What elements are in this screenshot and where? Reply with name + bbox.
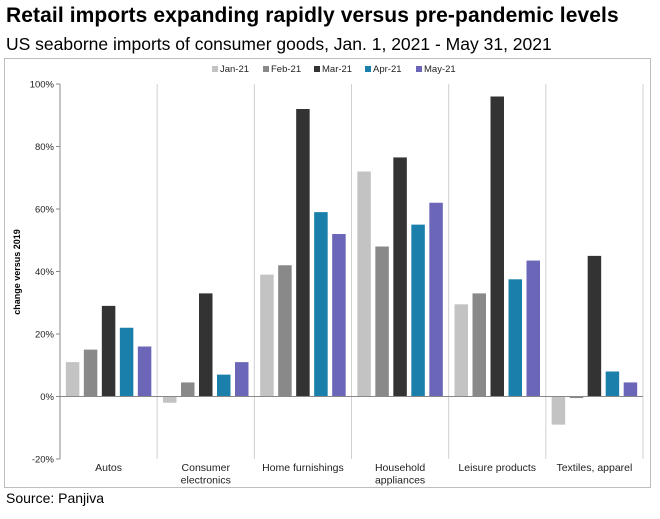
legend-label: Apr-21 xyxy=(373,64,402,75)
chart-title: Retail imports expanding rapidly versus … xyxy=(6,4,619,27)
legend-label: Jan-21 xyxy=(220,64,249,75)
legend-swatch xyxy=(365,66,371,72)
bar xyxy=(217,374,231,397)
y-axis-label: change versus 2019 xyxy=(12,229,22,315)
bar xyxy=(472,293,486,397)
bar xyxy=(587,255,602,397)
bar xyxy=(65,362,80,397)
legend-swatch xyxy=(314,66,320,72)
y-axis: -20% 0% 20% 40% 60% 80% 100% xyxy=(30,80,61,466)
category-label: Home furnishings xyxy=(262,462,344,474)
bar xyxy=(235,362,249,397)
category-label: Textiles, apparel xyxy=(556,462,632,474)
bar xyxy=(314,212,328,397)
bar xyxy=(199,293,213,397)
bar xyxy=(83,349,98,397)
legend-label: Feb-21 xyxy=(271,64,301,75)
bar xyxy=(119,327,134,397)
category-label: Leisure products xyxy=(458,462,536,474)
bar xyxy=(454,304,468,397)
bar xyxy=(569,396,584,399)
category-label: Autos xyxy=(95,462,122,474)
legend-label: Mar-21 xyxy=(322,64,352,75)
bar xyxy=(605,371,620,397)
chart-subtitle: US seaborne imports of consumer goods, J… xyxy=(6,34,552,54)
source-note: Source: Panjiva xyxy=(6,490,105,506)
legend: Jan-21 Feb-21 Mar-21 Apr-21 May-21 xyxy=(212,64,456,75)
bar xyxy=(623,382,638,397)
category-label: Consumer electronics xyxy=(181,462,231,487)
legend-swatch xyxy=(416,66,422,72)
y-tick-label: 100% xyxy=(30,80,55,91)
y-tick-label: 40% xyxy=(35,267,55,278)
y-tick-label: 0% xyxy=(40,392,54,403)
bar xyxy=(551,396,566,425)
bar xyxy=(490,96,504,397)
bar xyxy=(296,109,310,397)
y-tick-label: 20% xyxy=(35,330,55,341)
bar xyxy=(508,279,522,397)
chart-frame xyxy=(4,58,651,488)
bar xyxy=(357,171,371,397)
bar xyxy=(181,382,195,397)
x-axis: Autos Consumer electronics Home furnishings… xyxy=(60,396,643,487)
bar xyxy=(526,260,540,397)
y-tick-label: -20% xyxy=(32,455,55,466)
legend-label: May-21 xyxy=(424,64,456,75)
legend-swatch xyxy=(263,66,269,72)
bar xyxy=(332,234,346,397)
bar xyxy=(137,346,152,397)
category-label: Household appliances xyxy=(375,462,425,487)
bar xyxy=(163,396,177,403)
bar xyxy=(278,265,292,397)
bar xyxy=(393,157,407,397)
bar xyxy=(260,274,274,397)
bar xyxy=(411,224,425,397)
bar xyxy=(101,305,116,397)
bar xyxy=(375,246,389,397)
y-tick-label: 80% xyxy=(35,142,55,153)
bar xyxy=(429,202,443,397)
bars xyxy=(65,96,638,425)
y-tick-label: 60% xyxy=(35,205,55,216)
legend-swatch xyxy=(212,66,218,72)
